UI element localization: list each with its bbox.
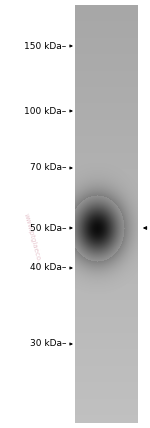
Text: 100 kDa–: 100 kDa– [24, 107, 66, 116]
Text: 150 kDa–: 150 kDa– [24, 42, 66, 51]
Text: www.ptglaeco...: www.ptglaeco... [23, 212, 43, 268]
Text: 30 kDa–: 30 kDa– [30, 339, 66, 348]
Text: 70 kDa–: 70 kDa– [30, 163, 66, 172]
Text: 50 kDa–: 50 kDa– [30, 223, 66, 232]
Text: 40 kDa–: 40 kDa– [30, 264, 66, 273]
